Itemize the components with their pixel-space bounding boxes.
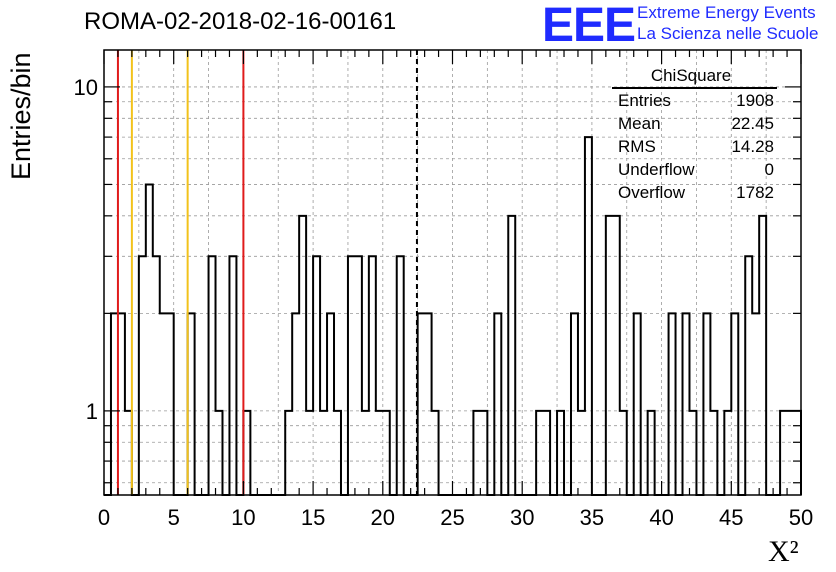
- y-axis-label: Entries/bin: [6, 52, 36, 180]
- stats-value: 14.28: [731, 137, 774, 156]
- x-tick-label: 20: [371, 505, 395, 530]
- stats-row: Overflow 1782: [612, 183, 774, 206]
- x-tick-label: 35: [580, 505, 604, 530]
- eee-logo: EEE: [542, 0, 636, 52]
- x-tick-label: 45: [719, 505, 743, 530]
- stats-label: Mean: [618, 114, 661, 133]
- stats-row: Mean 22.45: [612, 114, 774, 137]
- stats-label: RMS: [618, 137, 656, 156]
- x-tick-label: 30: [510, 505, 534, 530]
- x-tick-label: 40: [649, 505, 673, 530]
- stats-label: Entries: [618, 91, 671, 110]
- stats-title: ChiSquare: [650, 66, 732, 85]
- x-tick-label: 5: [168, 505, 180, 530]
- stats-divider: [612, 87, 777, 89]
- stats-row: RMS 14.28: [612, 137, 774, 160]
- x-tick-label: 10: [231, 505, 255, 530]
- reference-lines: [116, 50, 418, 495]
- stats-label: Underflow: [618, 160, 695, 179]
- stats-value: 1782: [736, 183, 774, 202]
- stats-row: Underflow 0: [612, 160, 774, 183]
- y-tick-label: 10: [74, 75, 98, 100]
- logo-caption-line1: Extreme Energy Events: [637, 3, 816, 22]
- stats-row: Entries 1908: [612, 91, 774, 114]
- x-tick-label: 0: [98, 505, 110, 530]
- stats-label: Overflow: [618, 183, 686, 202]
- stats-value: 0: [764, 160, 774, 179]
- stats-box: ChiSquare Entries 1908 Mean 22.45 RMS 14…: [612, 66, 777, 206]
- stats-value: 22.45: [731, 114, 774, 133]
- x-tick-label: 50: [789, 505, 813, 530]
- chart-title: ROMA-02-2018-02-16-00161: [84, 8, 397, 35]
- x-tick-label: 25: [440, 505, 464, 530]
- x-tick-label: 15: [301, 505, 325, 530]
- y-tick-label: 1: [86, 399, 98, 424]
- axis-ticks: 0 5 10 15 20 25 30 35 40 45 50 1 10: [74, 50, 813, 530]
- stats-value: 1908: [736, 91, 774, 110]
- logo-caption-line2: La Scienza nelle Scuole: [637, 24, 819, 43]
- x-axis-label: X²: [768, 535, 799, 568]
